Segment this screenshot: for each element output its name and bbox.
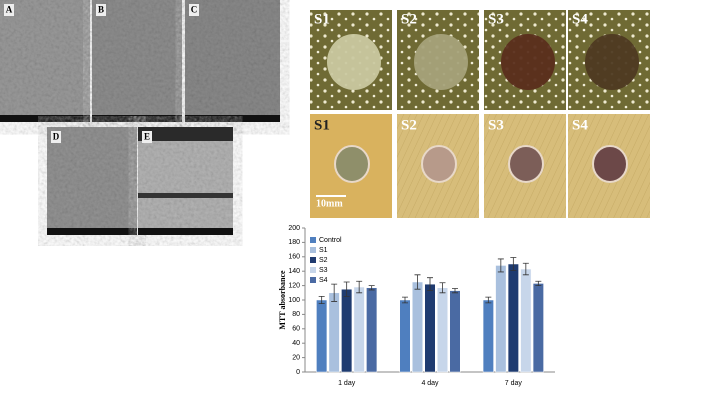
bar xyxy=(437,287,448,373)
bar xyxy=(353,286,365,373)
sem-info-bar xyxy=(0,115,90,122)
dish-photos: S1 S1 S2 S2 S3 S3 S4 S4 10mm xyxy=(310,10,650,218)
bar-chart: 0 20 40 60 80 100 120 140 160 180 200 MTT absorbanc… xyxy=(278,225,555,387)
dish-label: S1 xyxy=(314,117,330,133)
y-tick-label: 140 xyxy=(288,268,300,275)
sem-info-bar xyxy=(138,228,233,235)
error-bar xyxy=(343,281,350,297)
y-axis-label: MTT absorbance xyxy=(278,270,287,330)
legend-label: S3 xyxy=(319,267,328,274)
sem-info-bar xyxy=(185,115,280,122)
sem-label-box xyxy=(51,131,61,143)
error-bar xyxy=(414,274,421,290)
sample-disc xyxy=(508,145,544,183)
error-bar xyxy=(497,258,504,273)
x-tick-label: 4 day xyxy=(421,380,439,387)
legend-swatch xyxy=(310,247,316,253)
legend-swatch xyxy=(310,257,316,263)
inhibition-zone xyxy=(327,34,381,90)
legend-label: S4 xyxy=(319,277,328,284)
bar xyxy=(328,292,340,373)
error-bar xyxy=(402,296,408,304)
bar xyxy=(341,288,353,373)
legend-swatch xyxy=(310,277,316,283)
sem-image xyxy=(0,0,90,122)
error-bar xyxy=(485,296,492,304)
sem-edge xyxy=(138,193,233,198)
y-tick-label: 0 xyxy=(296,369,300,376)
y-tick-label: 20 xyxy=(292,354,300,361)
sem-label: A xyxy=(6,5,13,15)
sample-disc xyxy=(421,145,457,183)
error-bar xyxy=(535,280,542,286)
dish-label: S2 xyxy=(401,117,417,133)
y-tick-label: 160 xyxy=(288,254,300,261)
sem-label-box xyxy=(189,4,199,16)
bar xyxy=(399,299,411,373)
bar xyxy=(520,268,532,373)
error-bar xyxy=(356,280,363,294)
y-tick-label: 200 xyxy=(288,225,300,232)
bar xyxy=(532,283,544,373)
dish-label: S1 xyxy=(314,11,330,27)
legend-label: S1 xyxy=(319,247,328,254)
sem-label: B xyxy=(98,5,104,15)
inhibition-zone xyxy=(585,34,639,90)
x-tick-label: 7 day xyxy=(505,380,523,387)
y-tick-label: 40 xyxy=(292,340,300,347)
sem-image xyxy=(92,0,182,122)
bar xyxy=(412,281,423,373)
x-tick-label: 1 day xyxy=(338,380,356,387)
inhibition-zone xyxy=(501,34,555,90)
sem-info-bar xyxy=(47,228,137,235)
bar xyxy=(482,299,494,373)
sem-label-box xyxy=(96,4,106,16)
y-tick-label: 80 xyxy=(292,311,300,318)
sem-edge xyxy=(138,127,233,141)
dish-label: S4 xyxy=(572,117,588,133)
sem-images: A B C D E xyxy=(0,0,280,235)
scale-bar-label: 10mm xyxy=(316,198,343,209)
sem-label: C xyxy=(191,5,198,15)
bar xyxy=(507,263,519,373)
sem-label-box xyxy=(142,131,152,143)
dish-label: S4 xyxy=(572,11,588,27)
legend-swatch xyxy=(310,237,316,243)
error-bar xyxy=(427,277,433,292)
error-bar xyxy=(368,285,375,291)
error-bar xyxy=(331,283,338,302)
sem-label: D xyxy=(53,132,60,142)
sem-image xyxy=(138,127,233,235)
sem-image xyxy=(185,0,280,122)
sem-label: E xyxy=(144,132,150,142)
inhibition-zone xyxy=(414,34,468,90)
dish-label: S3 xyxy=(488,11,504,27)
y-tick-label: 120 xyxy=(288,282,300,289)
y-tick-label: 60 xyxy=(292,326,300,333)
sem-image xyxy=(47,127,137,235)
error-bar xyxy=(522,262,529,276)
sample-disc xyxy=(334,145,370,183)
error-bar xyxy=(452,288,458,294)
bar xyxy=(366,287,378,373)
error-bar xyxy=(510,257,517,271)
bar xyxy=(495,265,507,373)
bar xyxy=(449,290,461,373)
bar xyxy=(424,283,436,373)
bar xyxy=(316,299,328,373)
legend-label: Control xyxy=(319,237,342,244)
legend-label: S2 xyxy=(319,257,328,264)
legend-swatch xyxy=(310,267,316,273)
sem-label-box xyxy=(4,4,14,16)
y-tick-label: 100 xyxy=(288,297,300,304)
dish-label: S3 xyxy=(488,117,504,133)
sem-info-bar xyxy=(92,115,182,122)
sample-disc xyxy=(592,145,628,183)
dish-label: S2 xyxy=(401,11,417,27)
error-bar xyxy=(318,296,325,304)
y-tick-label: 180 xyxy=(288,239,300,246)
error-bar xyxy=(439,282,446,294)
